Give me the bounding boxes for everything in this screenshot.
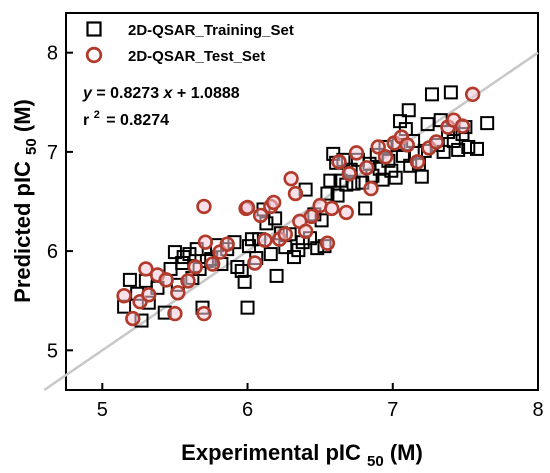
test-point <box>370 139 386 155</box>
legend: 2D-QSAR_Training_Set 2D-QSAR_Test_Set <box>85 21 294 65</box>
test-point <box>265 194 282 211</box>
test-point <box>180 273 196 289</box>
x-tick-label: 7 <box>387 399 398 421</box>
test-point <box>170 285 186 301</box>
test-point <box>283 170 299 187</box>
x-tick-label: 8 <box>532 399 543 421</box>
training-point <box>401 103 416 118</box>
plot-frame <box>65 12 539 391</box>
test-point <box>196 305 212 322</box>
test-point <box>338 204 354 221</box>
training-point <box>451 142 466 157</box>
test-point <box>454 118 471 134</box>
test-point <box>138 261 154 277</box>
r-squared-label: r 2 = 0.8274 <box>83 105 169 129</box>
legend-label-training: 2D-QSAR_Training_Set <box>128 22 294 39</box>
training-point <box>420 117 435 132</box>
y-tick-label: 6 <box>47 241 58 263</box>
y-tick-label: 8 <box>47 43 58 65</box>
test-point <box>428 134 445 150</box>
test-point <box>297 223 314 239</box>
test-point <box>204 256 221 272</box>
data-points-layer <box>116 85 495 328</box>
test-point <box>341 166 357 182</box>
y-tick-label: 7 <box>47 142 58 164</box>
training-point <box>269 268 284 283</box>
training-point <box>375 172 390 187</box>
test-point <box>141 287 157 303</box>
training-point <box>358 201 373 216</box>
training-point <box>122 272 137 287</box>
test-point <box>247 255 263 271</box>
test-point <box>187 259 203 275</box>
test-point <box>331 154 347 170</box>
training-point <box>234 263 249 278</box>
training-point <box>240 300 255 315</box>
training-point <box>182 247 197 262</box>
test-point <box>257 232 273 248</box>
training-point <box>237 274 252 289</box>
training-point <box>480 116 495 131</box>
training-point <box>291 243 306 258</box>
legend-marker-training <box>86 21 102 37</box>
training-point <box>323 173 338 188</box>
test-point <box>319 235 336 251</box>
test-point <box>219 236 235 252</box>
test-point <box>399 137 415 153</box>
test-point <box>125 310 141 327</box>
training-point <box>330 188 345 203</box>
y-axis-title: Predicted pIC 50 (M) <box>10 99 41 303</box>
training-point <box>443 85 458 100</box>
x-axis-title: Experimental pIC 50 (M) <box>181 440 423 471</box>
training-point <box>414 169 429 184</box>
y-tick-label: 5 <box>47 340 58 362</box>
tick-layer: 5 6 7 8 5 6 7 8 <box>47 43 544 421</box>
training-point <box>470 141 485 156</box>
test-point <box>303 208 320 225</box>
training-point <box>388 170 403 185</box>
test-point <box>348 145 365 161</box>
test-point <box>363 180 379 197</box>
x-tick-label: 5 <box>97 399 108 421</box>
test-point <box>377 149 394 165</box>
test-point <box>358 160 375 176</box>
legend-label-test: 2D-QSAR_Test_Set <box>128 48 265 65</box>
test-point <box>287 185 304 202</box>
test-point <box>252 207 269 224</box>
test-point <box>464 86 481 103</box>
training-point <box>424 87 439 102</box>
training-point <box>436 144 451 159</box>
regression-equation: y = 0.8273 x + 1.0888 <box>82 85 240 102</box>
training-point <box>230 259 245 274</box>
test-point <box>158 272 174 288</box>
training-point <box>263 247 278 262</box>
test-point <box>239 199 256 216</box>
legend-marker-test <box>85 46 103 64</box>
test-point <box>197 234 214 250</box>
test-point <box>277 226 293 242</box>
test-point <box>116 288 132 304</box>
test-point <box>324 200 340 217</box>
training-point <box>461 139 476 154</box>
test-point <box>409 154 426 170</box>
test-point <box>196 198 212 215</box>
identity-line <box>43 51 539 392</box>
test-point <box>167 305 183 322</box>
x-tick-label: 6 <box>242 399 253 421</box>
training-point <box>167 245 182 260</box>
identity-line-layer <box>43 51 539 392</box>
